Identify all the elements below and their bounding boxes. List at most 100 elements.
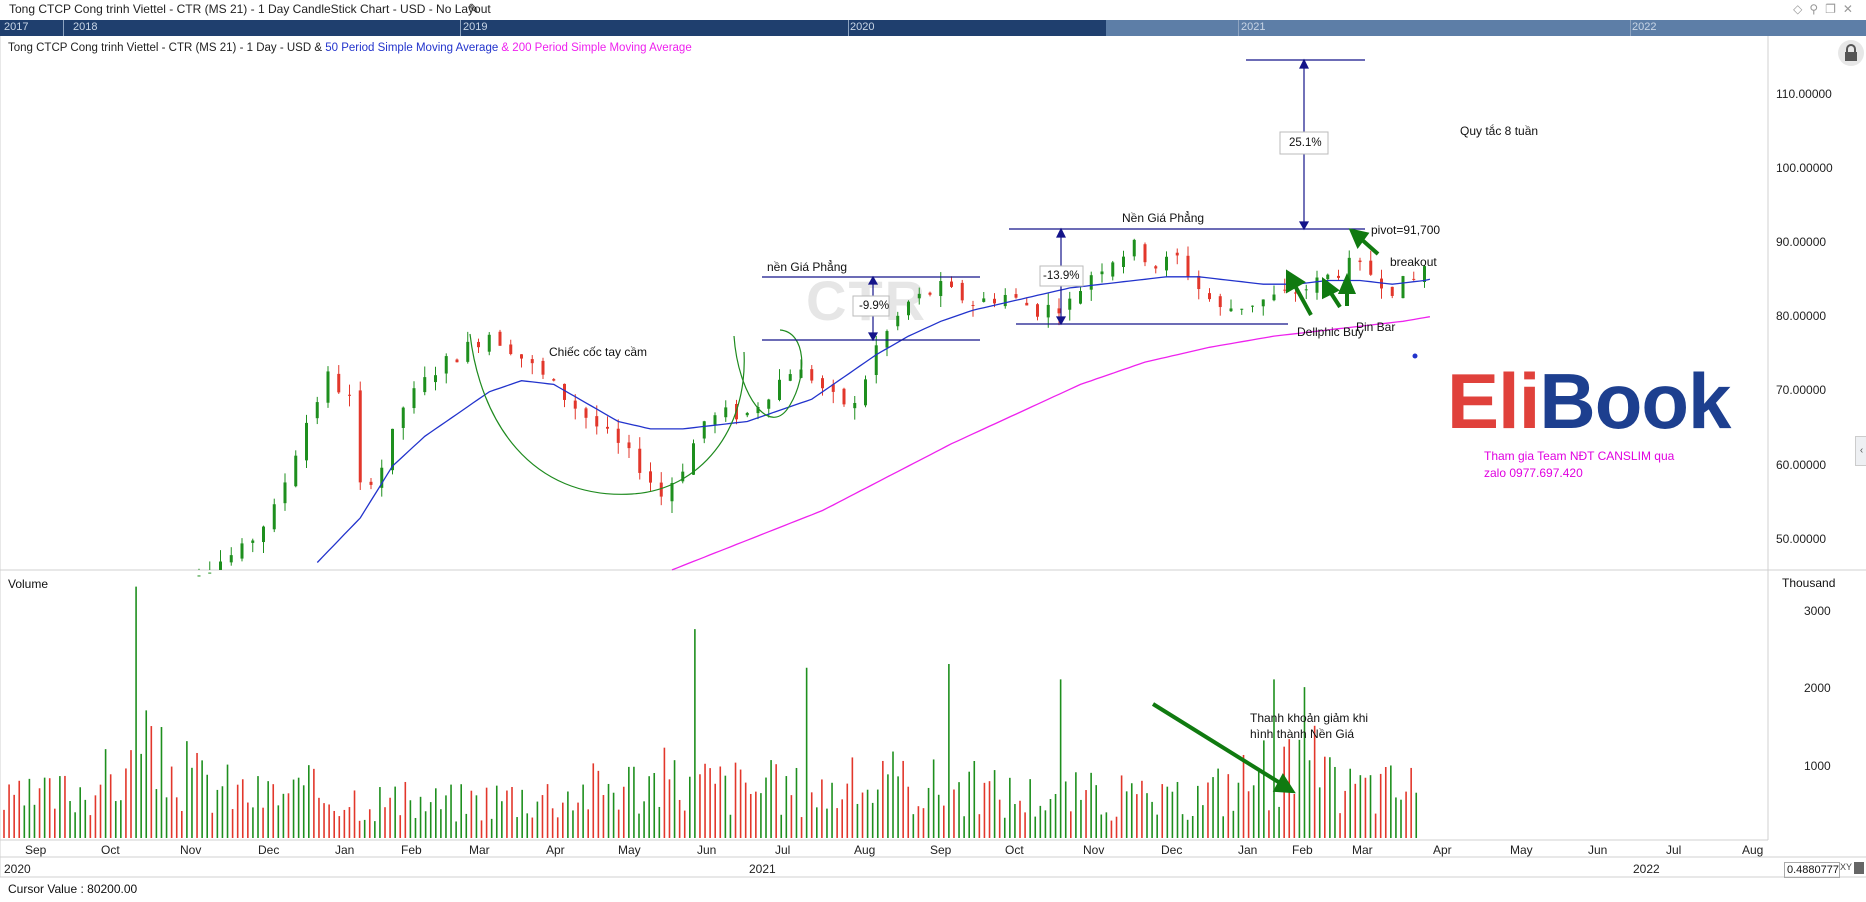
candle-body xyxy=(1283,289,1287,291)
candle-body xyxy=(1025,302,1029,306)
candle-body xyxy=(831,384,835,392)
legend-sma50[interactable]: 50 Period Simple Moving Average xyxy=(325,42,499,54)
candle-body xyxy=(1229,308,1233,312)
collapse-panel-icon[interactable]: ‹ xyxy=(1855,436,1866,466)
pivot-label: pivot=91,700 xyxy=(1371,223,1441,237)
candle-body xyxy=(498,331,502,346)
month-tick-label: Oct xyxy=(1005,843,1024,857)
y-tick-label: 80.00000 xyxy=(1776,309,1827,323)
candle-body xyxy=(1089,275,1093,290)
y-tick-label: 50.00000 xyxy=(1776,532,1827,546)
candle-body xyxy=(1347,257,1351,284)
cup-curve[interactable] xyxy=(469,333,745,495)
candle-body xyxy=(702,421,706,439)
month-tick-label: Aug xyxy=(1742,843,1764,857)
month-tick-label: Jun xyxy=(697,843,717,857)
candle-body xyxy=(1111,262,1115,277)
candle-body xyxy=(1304,289,1308,291)
candle-body xyxy=(487,334,491,352)
base2-pct-label: -13.9% xyxy=(1043,270,1080,282)
timeline-navigator[interactable]: 2017 2018 2019 2020 2021 2022 xyxy=(0,20,1866,36)
edit-pencil-icon[interactable]: ✎ xyxy=(468,1,479,16)
candle-body xyxy=(713,415,717,425)
month-tick-label: Dec xyxy=(1161,843,1183,857)
month-tick-label: Jul xyxy=(775,843,791,857)
chart-legend: Tong CTCP Cong trinh Viettel - CTR (MS 2… xyxy=(8,42,692,54)
candle-body xyxy=(240,543,244,559)
candle-body xyxy=(1326,274,1330,280)
candle-body xyxy=(993,298,996,304)
candle-body xyxy=(853,402,857,409)
candle-body xyxy=(767,399,771,409)
candle-body xyxy=(864,379,867,406)
base1-pct-box xyxy=(852,295,890,317)
flat-base-1[interactable] xyxy=(762,275,980,342)
candle-body xyxy=(1143,244,1147,263)
title-bar: Tong CTCP Cong trinh Viettel - CTR (MS 2… xyxy=(0,0,1866,20)
volume-note-line1: Thanh khoản giảm khi xyxy=(1250,711,1369,725)
xy-value-field[interactable]: 0.4880777 xyxy=(1784,862,1840,878)
candle-body xyxy=(982,298,986,302)
candle-body xyxy=(369,481,373,485)
candle-body xyxy=(444,356,448,374)
candle-body xyxy=(1218,296,1222,308)
candle-body xyxy=(1401,276,1405,299)
candle-body xyxy=(1100,271,1104,275)
candle-body xyxy=(1068,298,1072,310)
y-tick-label: 70.00000 xyxy=(1776,383,1827,397)
candle-body xyxy=(1369,260,1373,275)
elibook-logo: EliBook xyxy=(1447,357,1731,445)
delphic-buy-label: Dellphic Buy xyxy=(1297,325,1364,339)
base2-label: Nền Giá Phẳng xyxy=(1122,211,1205,225)
candle-body xyxy=(380,467,384,488)
candle-body xyxy=(907,301,910,316)
breakout-label: breakout xyxy=(1390,255,1437,269)
month-tick-label: Apr xyxy=(546,843,565,857)
candle-body xyxy=(670,482,674,502)
volume-layer xyxy=(3,586,1418,838)
window-controls[interactable]: ◇⚲❐✕ xyxy=(1793,2,1860,16)
xy-toggle-button[interactable]: XY xyxy=(1840,862,1853,872)
candle-body xyxy=(874,345,878,375)
candle-body xyxy=(1046,304,1050,318)
candle-body xyxy=(659,482,663,497)
timeline-year: 2022 xyxy=(1632,21,1657,33)
candle-body xyxy=(1079,291,1082,304)
candle-body xyxy=(917,293,921,299)
marker-dot xyxy=(1412,353,1418,359)
y-tick-label: 90.00000 xyxy=(1776,235,1827,249)
candle-body xyxy=(530,359,534,364)
gain-pct-box xyxy=(1279,131,1329,155)
candle-body xyxy=(251,540,255,543)
lock-icon[interactable] xyxy=(1838,40,1864,66)
handle-curve[interactable] xyxy=(733,329,803,418)
candle-body xyxy=(283,482,287,504)
month-tick-label: Oct xyxy=(101,843,120,857)
candle-body xyxy=(197,575,201,577)
legend-sma200[interactable]: 200 Period Simple Moving Average xyxy=(512,42,692,54)
candle-body xyxy=(455,359,459,363)
volume-tick-label: 1000 xyxy=(1804,759,1831,773)
candle-body xyxy=(563,383,566,400)
candle-body xyxy=(477,341,480,348)
month-tick-label: Apr xyxy=(1433,843,1452,857)
base2-pct-box xyxy=(1039,265,1084,287)
candle-body xyxy=(1423,266,1426,282)
candle-body xyxy=(541,360,545,375)
candle-body xyxy=(810,369,814,381)
timeline-selection[interactable] xyxy=(1106,20,1866,36)
timeline-year: 2019 xyxy=(463,21,488,33)
menu-button[interactable] xyxy=(1854,862,1864,874)
candle-body xyxy=(1014,294,1018,298)
candle-body xyxy=(971,305,975,307)
timeline-year: 2018 xyxy=(73,21,98,33)
volume-unit-label: Thousand xyxy=(1782,576,1836,590)
candle-body xyxy=(638,448,642,473)
candle-body xyxy=(1208,293,1211,300)
candle-body xyxy=(595,416,599,427)
year-label: 2021 xyxy=(749,862,776,876)
candle-body xyxy=(229,555,233,563)
pin-bar-label: Pin Bar xyxy=(1356,320,1396,334)
candle-body xyxy=(573,400,577,409)
